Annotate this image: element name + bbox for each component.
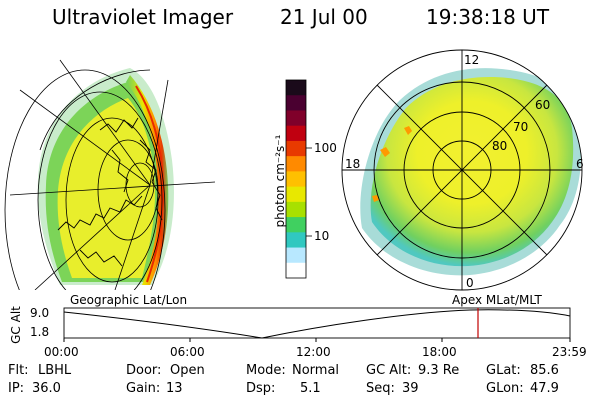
colorbar-segment <box>286 110 306 127</box>
image-time: 19:38:18 UT <box>426 5 550 29</box>
colorbar-segment <box>286 201 306 218</box>
polar-aurora-oval <box>370 77 574 267</box>
colorbar-segment <box>286 232 306 249</box>
flt-value: LBHL <box>38 363 72 378</box>
colorbar-segment <box>286 171 306 188</box>
seq-value: 39 <box>402 381 419 396</box>
aurora-core <box>57 98 156 278</box>
glon-label: GLon: <box>486 381 524 396</box>
colorbar-segment <box>286 125 306 142</box>
glon-value: 47.9 <box>530 381 559 396</box>
mlt-label-12: 12 <box>464 53 480 67</box>
mode-label: Mode: <box>246 363 286 378</box>
gcalt-value: 9.3 Re <box>418 363 460 378</box>
glat-value: 85.6 <box>530 363 559 378</box>
flt-label: Flt: <box>8 363 29 378</box>
meridian-line <box>114 184 151 290</box>
aurora-bright-band <box>126 75 169 285</box>
mode-value: Normal <box>292 363 340 378</box>
colorbar-segment <box>286 95 306 112</box>
timeline-ytick-9: 9.0 <box>30 306 50 320</box>
colorbar-label: photon cm⁻²s⁻¹ <box>273 134 287 228</box>
lat-circle-inner <box>97 139 159 241</box>
gcalt-label: GC Alt: <box>366 363 412 378</box>
timeline-ylabel: GC Alt <box>9 306 23 344</box>
mlt-label-0: 0 <box>466 276 474 290</box>
polar-image-panel <box>341 49 583 291</box>
seq-label: Seq: <box>366 381 395 396</box>
polar-edge-spots <box>372 126 412 202</box>
lat-circle-far <box>4 69 166 290</box>
colorbar-segment <box>286 186 306 203</box>
left-panel-caption: Geographic Lat/Lon <box>70 293 188 307</box>
colorbar-segment <box>286 156 306 172</box>
door-label: Door: <box>126 363 162 378</box>
altitude-curve <box>63 309 571 339</box>
instrument-title: Ultraviolet Imager <box>52 5 234 29</box>
coastline <box>57 117 163 267</box>
right-panel-caption: Apex MLat/MLT <box>452 293 542 307</box>
ip-value: 36.0 <box>32 381 61 396</box>
colorbar-tick-10: 10 <box>314 229 330 243</box>
polar-diag <box>376 84 548 256</box>
door-value: Open <box>170 363 205 378</box>
dsp-label: Dsp: <box>246 381 276 396</box>
timeline-ytick-1.8: 1.8 <box>30 325 50 339</box>
colorbar-segment <box>286 262 306 279</box>
colorbar-segment <box>286 140 306 157</box>
colorbar-segment <box>286 80 306 96</box>
meridian-line <box>59 59 151 186</box>
limb-arc <box>39 69 151 151</box>
timeline-xtick: 00:00 <box>44 345 79 359</box>
timeline-xtick: 06:00 <box>170 345 205 359</box>
glat-label: GLat: <box>486 363 521 378</box>
mlat-label-70: 70 <box>513 120 529 134</box>
gain-value: 13 <box>166 381 183 396</box>
meridian-line <box>9 181 215 196</box>
colorbar-segment <box>286 217 306 233</box>
lat-circle-outer <box>37 91 163 290</box>
colorbar-segment <box>286 247 306 264</box>
mlt-label-18: 18 <box>345 157 361 171</box>
colorbar-tick-100: 100 <box>314 141 337 155</box>
mlat-label-60: 60 <box>535 98 551 112</box>
mlt-label-6: 6 <box>576 157 584 171</box>
geographic-image-panel <box>4 59 215 290</box>
gain-label: Gain: <box>126 381 161 396</box>
timeline-xtick: 23:59 <box>552 345 587 359</box>
timeline-xtick: 18:00 <box>422 345 457 359</box>
timeline-plot <box>63 307 571 342</box>
color-bar <box>286 80 306 279</box>
ip-label: IP: <box>8 381 25 396</box>
meridian-line <box>19 89 151 186</box>
timeline-xtick: 12:00 <box>296 345 331 359</box>
dsp-value: 5.1 <box>300 381 321 396</box>
image-date: 21 Jul 00 <box>280 5 368 29</box>
mlat-label-80: 80 <box>492 139 508 153</box>
